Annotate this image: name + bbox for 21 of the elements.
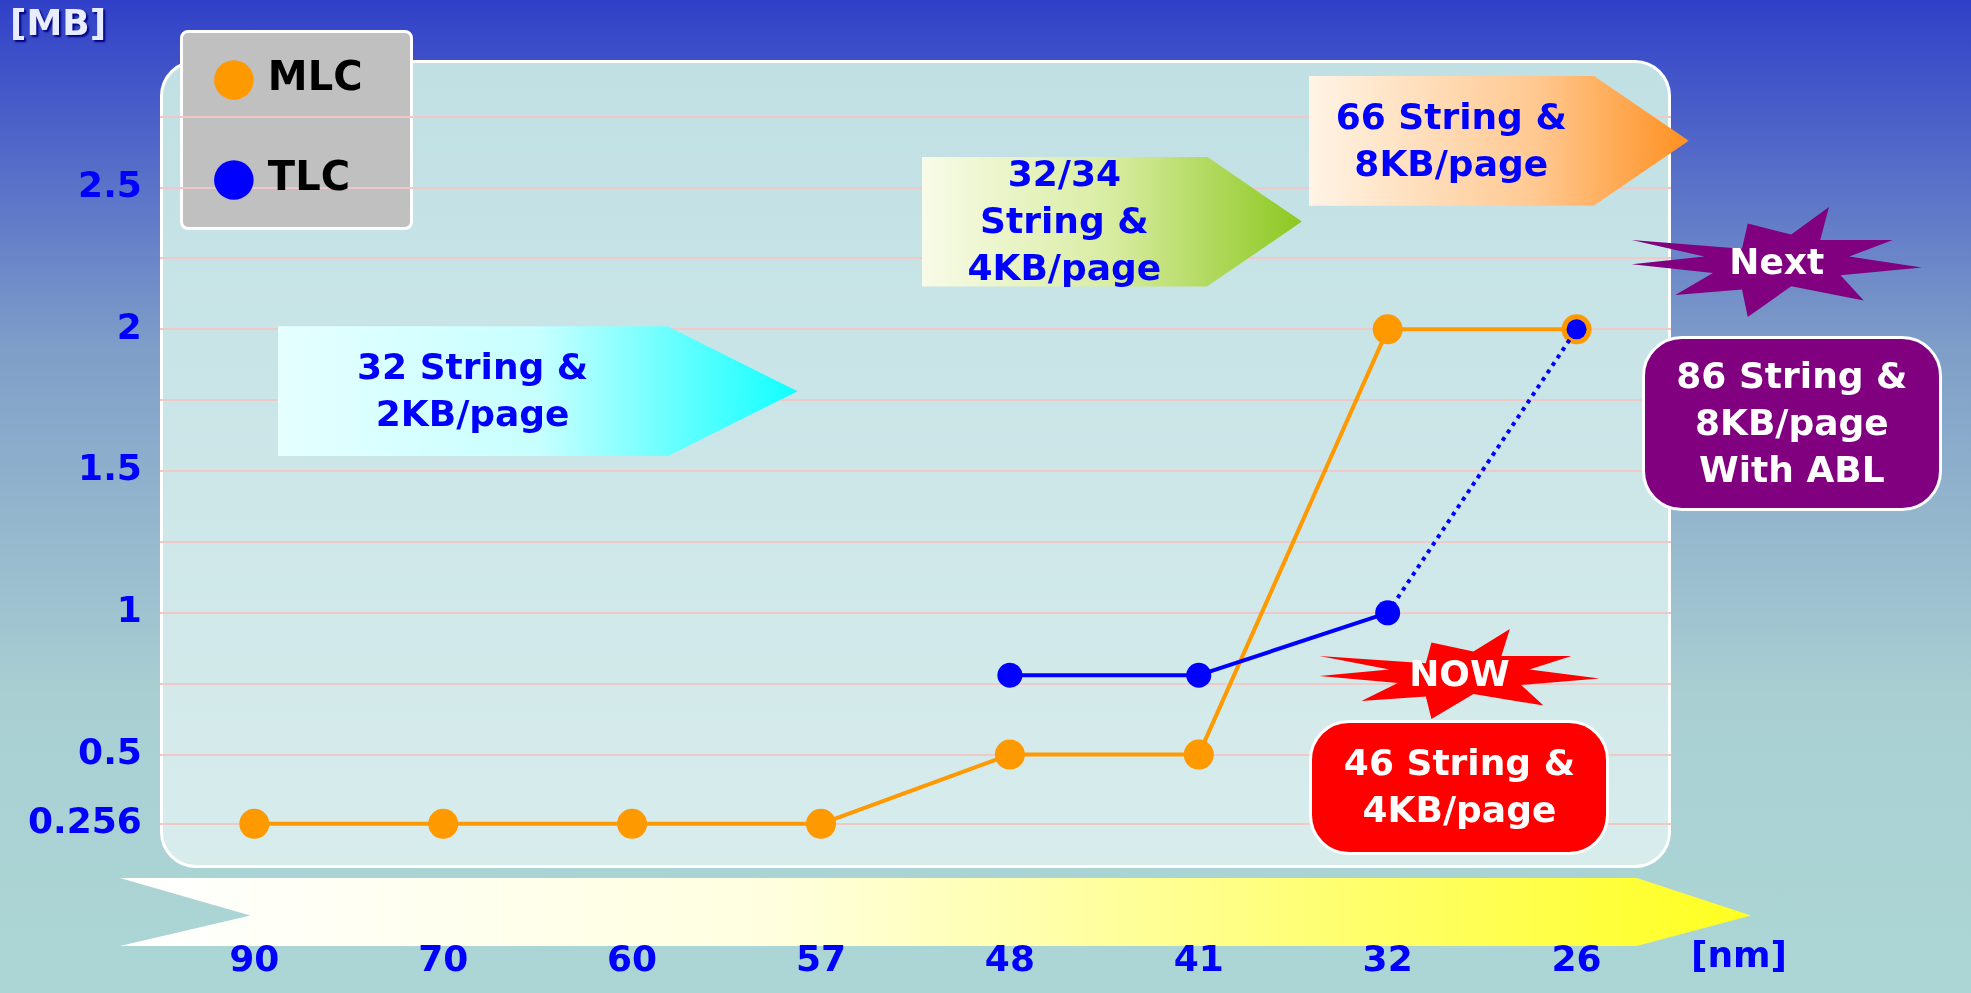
y-tick-label: 0.256 bbox=[28, 800, 142, 842]
legend-label: TLC bbox=[267, 153, 351, 200]
y-tick-label: 2 bbox=[116, 305, 142, 347]
y-tick-label: 2.5 bbox=[78, 163, 142, 205]
annotation: 66 String & 8KB/page bbox=[1334, 95, 1568, 186]
x-tick-label: 57 bbox=[795, 937, 847, 979]
x-tick-label: 26 bbox=[1551, 937, 1602, 979]
annotation: 32/34 String & 4KB/page bbox=[966, 153, 1163, 288]
x-tick-label: 32 bbox=[1362, 937, 1413, 979]
x-tick-label: 90 bbox=[229, 937, 280, 979]
y-tick-label: 1.5 bbox=[78, 447, 142, 489]
x-tick-label: 70 bbox=[418, 937, 469, 979]
annotation: 32 String & 2KB/page bbox=[356, 345, 590, 437]
x-axis-title: [nm] bbox=[1691, 934, 1788, 975]
y-tick-label: 1 bbox=[116, 589, 142, 631]
x-tick-label: 48 bbox=[984, 937, 1035, 979]
x-tick-label: 41 bbox=[1173, 937, 1224, 979]
legend-label: MLC bbox=[267, 53, 363, 100]
y-tick-label: 0.5 bbox=[78, 730, 142, 772]
x-tick-label: 60 bbox=[607, 937, 658, 979]
y-axis-title: [MB] bbox=[10, 2, 107, 43]
